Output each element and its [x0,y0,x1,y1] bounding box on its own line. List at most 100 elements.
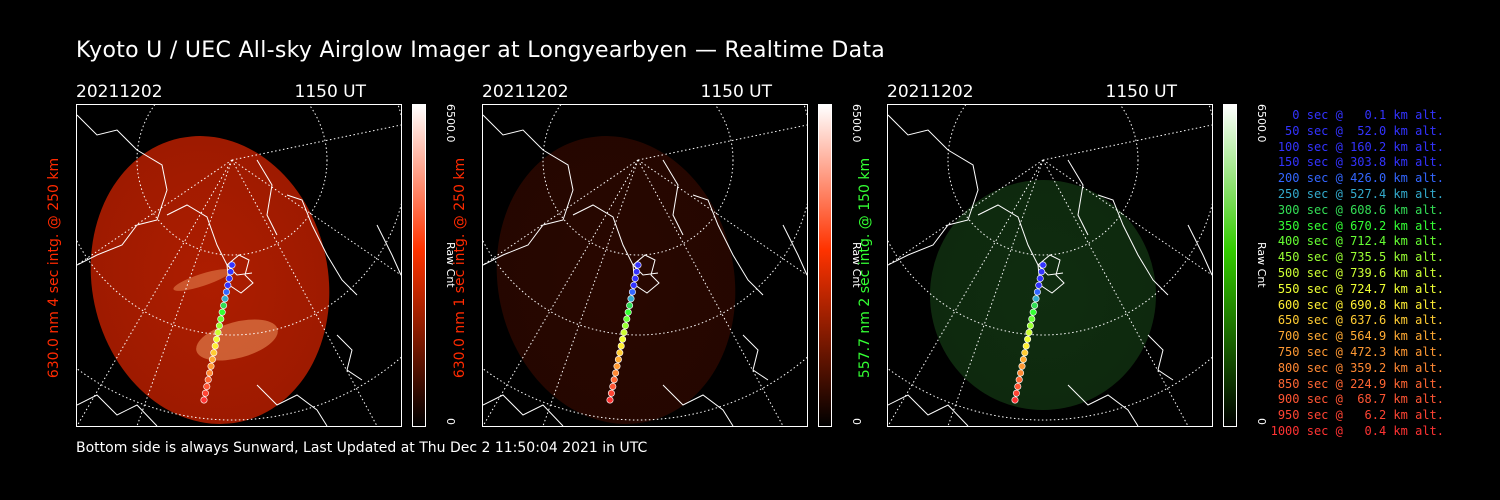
trajectory-point [607,389,615,397]
coastline [256,384,328,426]
meridian-line [637,159,784,426]
trajectory-point [616,349,624,357]
trajectory-point [1028,315,1036,323]
trajectory-point [1025,329,1033,337]
trajectory-legend-row: 400 sec @ 712.4 km alt. [1277,234,1444,249]
trajectory-point [1029,308,1037,316]
trajectory-point [627,295,635,303]
colorbar-min: 0 [1255,418,1268,425]
trajectory-point [208,356,216,364]
coastline [1067,384,1139,426]
trajectory-legend-row: 900 sec @ 68.7 km alt. [1277,392,1444,407]
allsky-disc [90,136,330,424]
allsky-image-svg [483,105,807,426]
trajectory-point [224,281,232,289]
trajectory-point [215,322,223,330]
trajectory-point [1022,342,1030,350]
allsky-image-svg [888,105,1212,426]
footer-note: Bottom side is always Sunward, Last Upda… [76,440,648,456]
meridian-line [888,159,1044,426]
trajectory-point [628,288,636,296]
trajectory-legend-row: 100 sec @ 160.2 km alt. [1277,139,1444,154]
panel-time: 1150 UT [700,82,773,102]
trajectory-point [1019,356,1027,364]
panel-wavelength-label: 557.7 nm 2 sec intg. @ 150 km [857,157,873,379]
meridian-line [1042,124,1212,161]
panel-date: 20211202 [76,82,163,102]
coastline [336,334,363,381]
trajectory-legend-row: 300 sec @ 608.6 km alt. [1277,202,1444,217]
meridian-line [136,159,233,426]
colorbar [412,104,426,427]
trajectory-point [1018,362,1026,370]
allsky-image [76,104,402,427]
coastline [1067,159,1089,236]
colorbar-min: 0 [850,418,863,425]
coastline [483,394,564,426]
meridian-line [1042,159,1189,426]
trajectory-point [201,389,209,397]
trajectory-legend-row: 800 sec @ 359.2 km alt. [1277,360,1444,375]
meridian-line [542,159,639,426]
trajectory-legend-row: 200 sec @ 426.0 km alt. [1277,171,1444,186]
latitude-circle [136,105,328,256]
trajectory-point [204,376,212,384]
trajectory-point [613,362,621,370]
coastline [1187,224,1212,276]
panel-date: 20211202 [887,82,974,102]
trajectory-point [225,275,233,283]
colorbar-max: 6500.0 [850,104,863,143]
coastline [742,334,769,381]
meridian-line [483,159,639,266]
coastline [888,114,979,266]
trajectory-point [606,396,614,404]
trajectory-point [610,376,618,384]
trajectory-point [203,382,211,390]
allsky-image-svg [77,105,401,426]
meridian-line [637,124,807,161]
meridian-line [231,159,378,426]
trajectory-legend-row: 750 sec @ 472.3 km alt. [1277,344,1444,359]
trajectory-point [1035,281,1043,289]
trajectory-point [214,329,222,337]
coastline [782,224,807,276]
trajectory-point [1032,295,1040,303]
trajectory-point [623,315,631,323]
meridian-line [483,159,639,426]
trajectory-point [1012,389,1020,397]
imager-panel-557-2sec: 20211202 1150 UT 557.7 nm 2 sec intg. @ … [857,82,1268,432]
coastline [77,394,158,426]
allsky-disc [496,136,736,424]
trajectory-point [218,308,226,316]
trajectory-point [220,302,228,310]
trajectory-point [630,281,638,289]
trajectory-point [631,275,639,283]
trajectory-point [1017,369,1025,377]
coastline [1147,334,1174,381]
panel-time: 1150 UT [294,82,367,102]
trajectory-point [1014,382,1022,390]
trajectory-point [633,268,641,276]
trajectory-point [1021,349,1029,357]
trajectory-point [1024,335,1032,343]
trajectory-point [617,342,625,350]
coastline [888,394,969,426]
trajectory-point [207,362,215,370]
panel-wavelength-label: 630.0 nm 4 sec intg. @ 250 km [46,157,62,379]
trajectory-point [1033,288,1041,296]
allsky-disc [930,180,1156,410]
coastline [77,114,168,266]
imager-panel-630-4sec: 20211202 1150 UT 630.0 nm 4 sec intg. @ … [46,82,457,432]
trajectory-point [614,356,622,364]
coastline [256,159,278,236]
coastline [662,384,734,426]
colorbar-max: 6500.0 [444,104,457,143]
colorbar-max: 6500.0 [1255,104,1268,143]
trajectory-point [200,396,208,404]
trajectory-point [624,308,632,316]
trajectory-legend-row: 0 sec @ 0.1 km alt. [1292,108,1444,122]
trajectory-legend: 0 sec @ 0.1 km alt. 50 sec @ 52.0 km alt.… [1262,108,1444,440]
trajectory-point [1015,376,1023,384]
coastline [1097,194,1169,296]
